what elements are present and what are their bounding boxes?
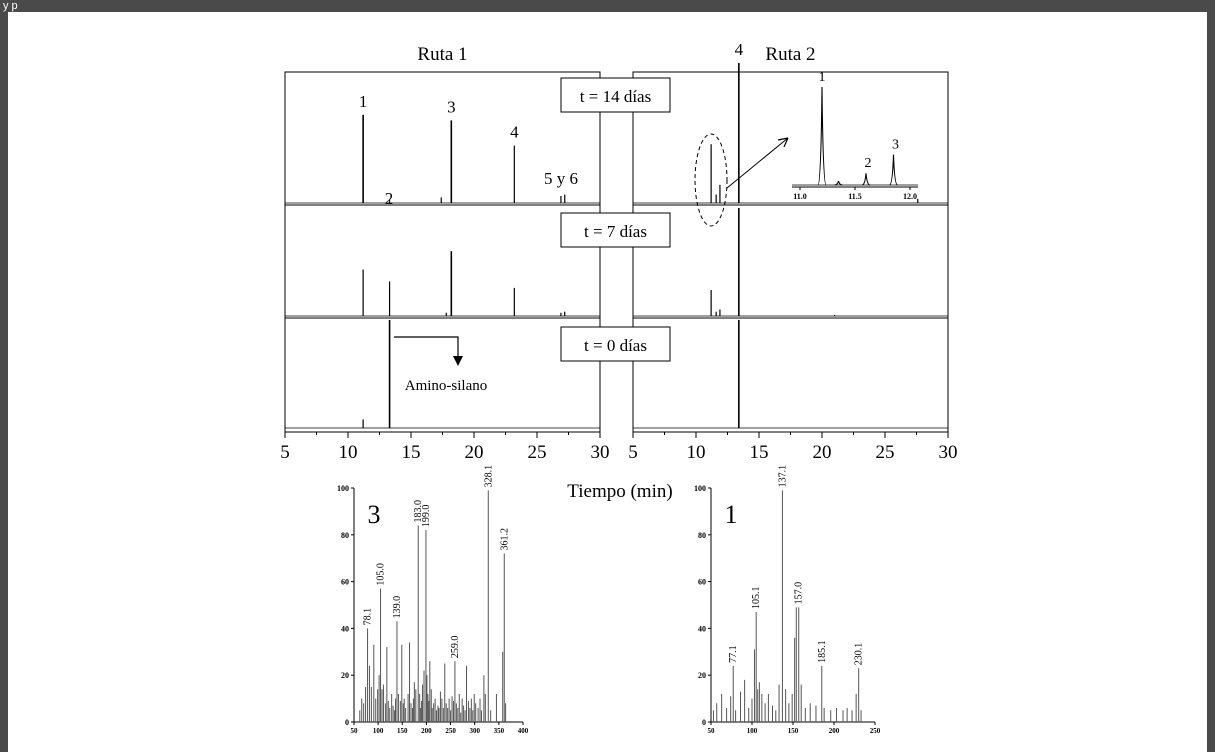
chart-route1-peak-label: 1	[359, 92, 368, 111]
spectrum-ms1-peak-label: 105.1	[751, 587, 762, 610]
chart-route1-xtick-label: 25	[528, 442, 547, 463]
figure-panel: Ruta 1 5 10 15 20 25 30 1 2 3 4 5 y 6 Ruta 2 5 10 15 20 2…	[8, 12, 1207, 752]
spectrum-ms1-compound-label: 1	[725, 500, 738, 529]
inset-xtick-label: 11.5	[848, 192, 862, 201]
spectrum-ms1-xtick-label: 100	[747, 727, 758, 735]
zoom-ellipse	[694, 133, 728, 227]
chart-route1-peak-label: 5 y 6	[544, 169, 578, 188]
inset-peak	[817, 86, 827, 186]
chart-route1-peak-label: 3	[447, 97, 456, 116]
chart-route2-xtick-label: 25	[876, 442, 895, 463]
inset-peak	[834, 180, 843, 186]
spectrum-ms3-peak-label: 259.0	[450, 636, 461, 659]
chart-route2-xtick-label: 20	[813, 442, 832, 463]
spectrum-ms1-ytick-label: 0	[702, 718, 706, 727]
spectrum-ms3-xtick-label: 250	[445, 727, 456, 735]
chart-route1-peak-label: 4	[510, 123, 519, 142]
inset-peak-label: 2	[865, 156, 872, 171]
spectrum-ms1-xtick-label: 250	[870, 727, 881, 735]
spectrum-ms3-xtick-label: 400	[518, 727, 529, 735]
spectrum-ms3-peak-label: 105.0	[376, 563, 387, 586]
spectrum-ms3-ytick-label: 20	[341, 671, 349, 680]
spectrum-ms3-peak-label: 183.0	[413, 500, 424, 523]
amino-silano-label: Amino-silano	[405, 378, 488, 394]
inset-peak	[861, 173, 871, 186]
spectrum-ms1-ytick-label: 80	[698, 531, 706, 540]
chart-route1-xtick-label: 15	[402, 442, 421, 463]
spectrum-ms3-ytick-label: 40	[341, 624, 349, 633]
spectrum-ms3-peak-label: 199.0	[421, 505, 432, 528]
spectrum-ms3-ytick-label: 60	[341, 578, 349, 587]
spectrum-ms3-xtick-label: 150	[397, 727, 408, 735]
spectrum-ms3-xtick-label: 350	[494, 727, 505, 735]
chart-route1-xtick-label: 20	[465, 442, 484, 463]
spectrum-ms1-ytick-label: 60	[698, 578, 706, 587]
chart-route1-peak-label: 2	[385, 189, 394, 208]
amino-silano-arrowhead	[453, 356, 463, 366]
spectrum-ms1-xtick-label: 50	[708, 727, 716, 735]
chart-route2-peak-label: 4	[735, 40, 744, 59]
time-label-box	[560, 212, 671, 248]
spectrum-ms3-ytick-label: 80	[341, 531, 349, 540]
spectrum-ms3-ytick-label: 100	[337, 484, 349, 493]
inset-peak-label: 1	[819, 70, 826, 85]
spectrum-ms3-peak-label: 139.0	[392, 596, 403, 619]
time-label: t = 14 días	[580, 87, 651, 106]
time-label: t = 7 días	[584, 222, 647, 241]
spectrum-ms1-peak-label: 77.1	[728, 645, 739, 663]
spectrum-ms3-compound-label: 3	[368, 500, 381, 529]
inset-xtick-label: 11.0	[793, 192, 807, 201]
spectrum-ms3-xtick-label: 100	[373, 727, 384, 735]
spectrum-ms3-xtick-label: 50	[351, 727, 359, 735]
chart-route2-frame	[632, 71, 949, 433]
time-label: t = 0 días	[584, 336, 647, 355]
chart-route1-title: Ruta 1	[417, 44, 467, 65]
chart-route2-xtick-label: 30	[939, 442, 958, 463]
chart-route2-title: Ruta 2	[765, 44, 815, 65]
chart-route2-xtick-label: 10	[687, 442, 706, 463]
zoom-arrowhead	[777, 137, 789, 148]
chart-route2-xtick-label: 15	[750, 442, 769, 463]
spectrum-ms1-ytick-label: 20	[698, 671, 706, 680]
window-titlebar: y p	[0, 0, 1215, 12]
spectrum-ms1-xtick-label: 150	[788, 727, 799, 735]
zoom-arrow	[726, 137, 789, 189]
spectrum-ms3-peak-label: 78.1	[363, 608, 374, 626]
spectrum-ms1-xtick-label: 200	[829, 727, 840, 735]
inset-xtick-label: 12.0	[903, 192, 917, 201]
time-label-box	[560, 326, 671, 362]
chart-route1-xtick-label: 5	[280, 442, 290, 463]
inset-peak	[889, 154, 898, 186]
spectrum-ms1-ytick-label: 100	[694, 484, 706, 493]
chart-route2-xtick-label: 5	[628, 442, 638, 463]
time-label-box	[560, 77, 671, 113]
window-title: y p	[3, 0, 18, 12]
spectrum-ms3-ytick-label: 0	[345, 718, 349, 727]
spectrum-ms3-xtick-label: 200	[421, 727, 432, 735]
spectrum-ms3-peak-label: 361.2	[499, 528, 510, 551]
spectrum-ms1-ytick-label: 40	[698, 624, 706, 633]
x-axis-label: Tiempo (min)	[567, 481, 672, 502]
spectrum-ms1-peak-label: 137.1	[777, 465, 788, 488]
spectrum-ms3-peak-label: 328.1	[483, 465, 494, 488]
spectrum-ms1-peak-label: 157.0	[794, 582, 805, 605]
chart-route1-xtick-label: 30	[591, 442, 610, 463]
inset-peak-label: 3	[892, 138, 899, 153]
chart-route1-xtick-label: 10	[339, 442, 358, 463]
spectrum-ms1-peak-label: 230.1	[854, 643, 865, 666]
amino-silano-arrow	[394, 336, 459, 360]
spectrum-ms3-xtick-label: 300	[469, 727, 480, 735]
spectrum-ms1-peak-label: 185.1	[817, 640, 828, 663]
